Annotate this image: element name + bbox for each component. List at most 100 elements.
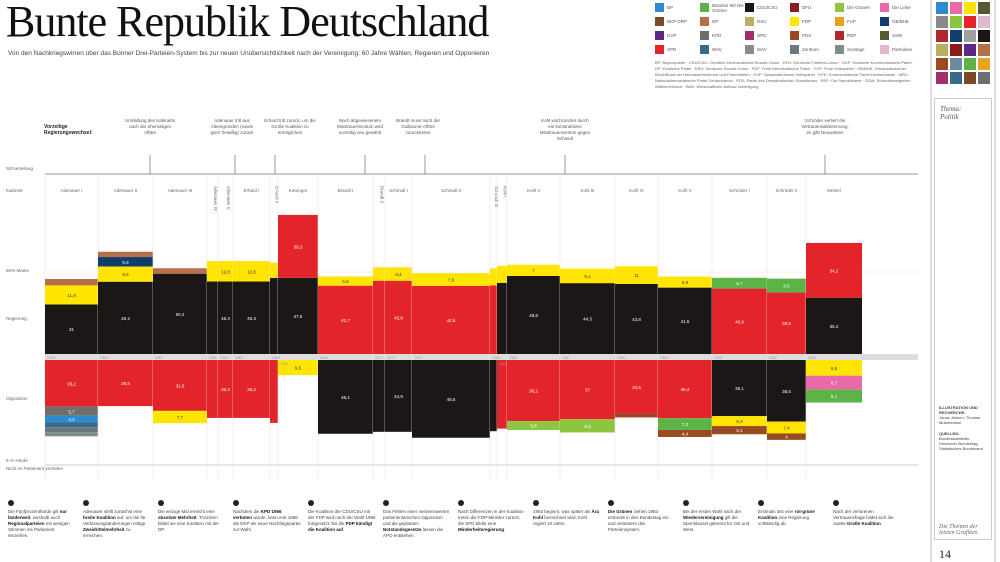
opp-value: 33,5 (632, 385, 641, 390)
color-swatch (950, 72, 962, 84)
annotation: Erhard tritt zurück, um die Große Koalit… (264, 118, 316, 135)
color-swatch (936, 16, 948, 28)
footnote-text: Adenauer stellt zunächst eine breite Koa… (83, 509, 146, 538)
legend-label: FDP (802, 19, 811, 24)
annotation: Schröder verliert die Vertrauensabstimmu… (801, 118, 849, 135)
year-label: 1982 (499, 362, 507, 366)
color-swatch (964, 16, 976, 28)
legend-label: WAV (712, 47, 722, 52)
legend-item: FVP (835, 16, 880, 27)
cabinet-label: Adenauer III (168, 188, 193, 193)
opp-bar-spd (658, 360, 712, 419)
gov-bar-spd (318, 285, 373, 354)
annotation: Adenauer tritt aus Altersgründen (sowie … (210, 118, 254, 135)
opp-bar-spd (153, 360, 207, 411)
annotation: Umbildung des Kabinetts nach der ehemali… (125, 118, 175, 135)
opp-bar-cducsu (373, 360, 385, 432)
gov-bar-spd (412, 285, 490, 354)
opp-bar-cducsu (385, 360, 412, 432)
legend-swatch (835, 17, 844, 26)
cabinet-label: Adenauer I (60, 188, 82, 193)
legend-item: WAV (700, 44, 745, 55)
gov-bar-spd (490, 285, 497, 354)
legend-item: DP (700, 16, 745, 27)
opp-value: 5,7 (68, 409, 75, 414)
gov-value: 6,9 (682, 280, 689, 285)
year-label: 1972 (375, 356, 383, 360)
gov-bar-cducsu (806, 297, 862, 354)
opp-value: 36,2 (221, 387, 230, 392)
gov-bar-cducsu (45, 304, 98, 354)
theme-label: Thema: (940, 105, 962, 113)
gov-bar-fdp (615, 266, 658, 284)
legend-abbreviations: BP: Bayernpartei · CDU/CSU: Christlich D… (655, 60, 914, 89)
footnote-marker-icon (533, 500, 539, 506)
legend-item: BP (655, 2, 700, 13)
footnote-marker-icon (833, 500, 839, 506)
color-swatch (936, 58, 948, 70)
year-label: 1953 (100, 356, 108, 360)
opp-bar-pds (767, 433, 806, 440)
legend-label: DSU (757, 19, 767, 24)
gov-value: 45,3 (247, 316, 256, 321)
footer-title: Die Themen der letzten Grafiken (939, 524, 978, 536)
page-subtitle: Von den Nachkriegswirren über das Bonner… (8, 50, 490, 57)
opp-value: 31,8 (176, 383, 185, 388)
gov-bar-cducsu (270, 277, 278, 354)
gov-value: 43,8 (632, 317, 641, 322)
legend-item: Sonstige (835, 44, 880, 55)
year-label: 1980 (492, 356, 500, 360)
color-swatch (950, 2, 962, 14)
gov-value: 44,3 (583, 317, 592, 322)
row-label-opposition: Opposition (6, 396, 28, 401)
footnote-text: Die Grünen ziehen 1983 erstmals in den B… (608, 509, 669, 532)
color-swatch (978, 2, 990, 14)
cabinet-label: Schmidt I (389, 188, 408, 193)
opp-bar-diegrnen (560, 419, 615, 433)
footnote-marker-icon (683, 500, 689, 506)
gov-value: 7,9 (448, 278, 455, 283)
legend-item: Die Linke (880, 2, 925, 13)
opp-bar-pds (615, 413, 658, 418)
opp-bar-fdp (153, 410, 207, 424)
opp-value: 6,2 (736, 419, 743, 424)
opp-value: 38,2 (529, 389, 538, 394)
year-label: 1949 (47, 356, 55, 360)
corner-label: Vorzeitige Regierungswechsel: (44, 124, 93, 136)
credits-names: Jonas Jensen, Thomas Mustermann (939, 415, 981, 425)
gov-value: 8,4 (395, 272, 402, 277)
row-label-government: Regierung (6, 316, 27, 321)
annotation-text: Erhard tritt zurück, um die Große Koalit… (264, 118, 316, 135)
year-label: 1962 (220, 356, 228, 360)
opp-value: 4,4 (682, 431, 689, 436)
gov-value: 45,8 (394, 315, 403, 320)
color-swatch (950, 58, 962, 70)
election-chart: Sitzverteilung Kabinett 50%-Marke Regierung… (6, 118, 918, 480)
gov-bar-fdp (270, 262, 278, 278)
legend-label: DKP DRP (667, 19, 687, 24)
opp-bar-diegrnen (507, 421, 560, 431)
opp-value: 46,1 (341, 395, 350, 400)
cabinet-label: Schmidt III (494, 186, 499, 207)
page-number: 14 (939, 547, 951, 561)
gov-value: 50,2 (176, 312, 185, 317)
legend-label: Parteilose (892, 47, 913, 52)
footnote: Die Koalition der CDU/CSU mit der FDP wi… (308, 500, 376, 533)
year-label: 1994 (660, 356, 668, 360)
opp-value: 36,4 (681, 387, 690, 392)
footnote-text: Das Fehlen einer nennenswerten parlament… (383, 509, 450, 538)
gov-bar-spd (767, 292, 806, 354)
gov-bar-gbbhe (98, 257, 153, 267)
opp-bar-bndnisdiegrnen (658, 418, 712, 430)
legend-label: GB/BHE (892, 19, 910, 24)
legend-item: WAV (745, 44, 790, 55)
legend-swatch (790, 31, 799, 40)
footnote: Adenauer stellt zunächst eine breite Koa… (83, 500, 151, 539)
legend-label: PDS (802, 33, 812, 38)
annotation-text: Adenauer tritt aus Altersgründen (sowie … (210, 118, 254, 135)
footnote: Die Fünfprozenthürde gilt nur länderweit… (8, 500, 76, 539)
gov-bar-fdp (218, 261, 233, 282)
opp-value: 7,3 (682, 422, 689, 427)
opp-bar-fdp (767, 421, 806, 434)
cabinet-label: Schröder II (775, 188, 797, 193)
